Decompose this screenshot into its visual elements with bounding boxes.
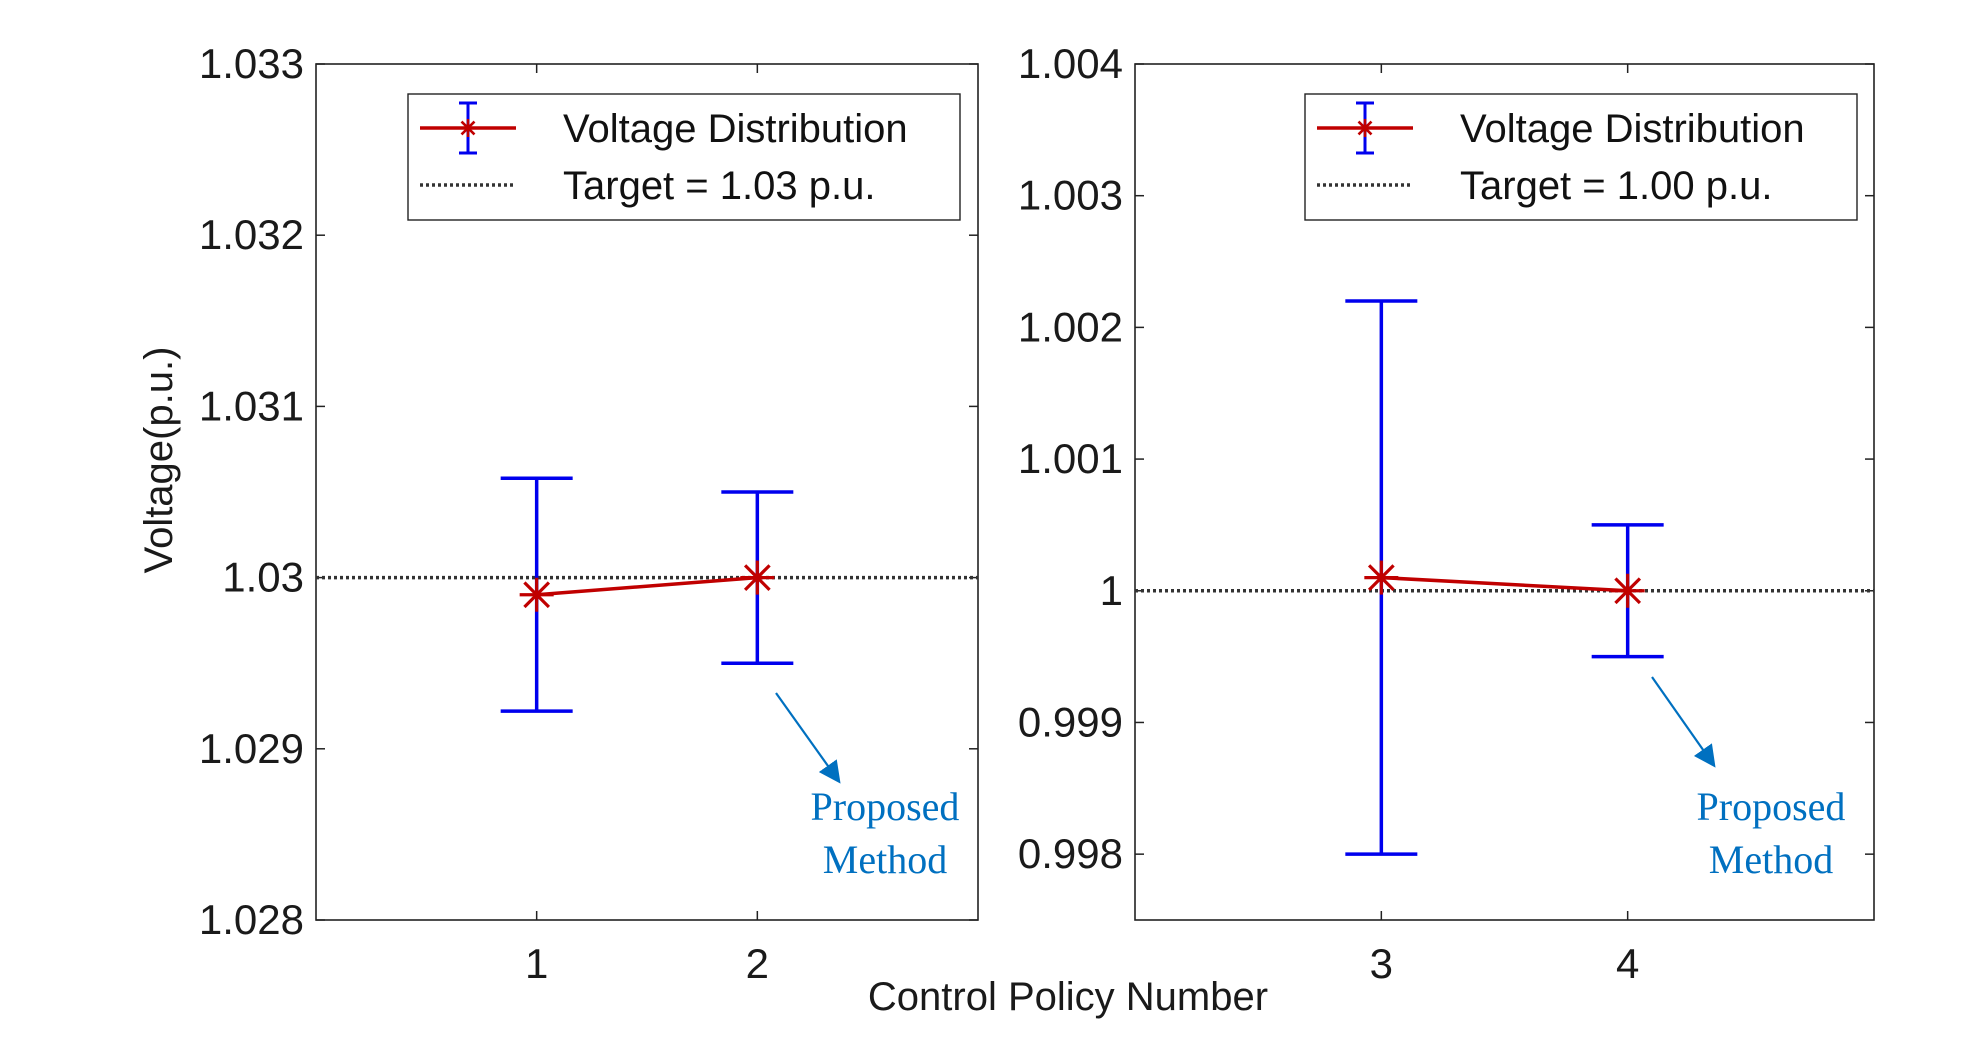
y-tick-label: 1.032: [199, 211, 304, 258]
y-axis-title: Voltage(p.u.): [137, 347, 181, 574]
x-tick-label: 1: [525, 940, 548, 987]
annotation-text-line2: Method: [823, 837, 947, 882]
marker-stroke: [1357, 120, 1373, 136]
y-tick-label: 1.004: [1018, 40, 1123, 87]
legend-label-series: Voltage Distribution: [1460, 107, 1805, 151]
legend-marker: [459, 119, 477, 137]
y-tick-label: 1.001: [1018, 435, 1123, 482]
y-tick-label: 1.033: [199, 40, 304, 87]
y-tick-label: 1: [1100, 567, 1123, 614]
y-tick-label: 1.029: [199, 725, 304, 772]
series-line: [1381, 575, 1628, 593]
legend-marker: [1356, 119, 1374, 137]
y-tick-label: 1.003: [1018, 172, 1123, 219]
marker-stroke: [523, 581, 551, 609]
legend-box: [407, 93, 961, 221]
legend-box: [1304, 93, 1858, 221]
legend-label-series: Voltage Distribution: [563, 107, 908, 151]
right-panel: 0.998 0.999 1 1.001 1.002 1.003 1.004 3 4 Voltage…: [1018, 40, 1875, 987]
data-point: [740, 560, 775, 595]
legend-label-target: Target = 1.03 p.u.: [563, 164, 875, 208]
annotation-text-line1: Proposed: [1697, 784, 1846, 829]
legend-label-target: Target = 1.00 p.u.: [1460, 164, 1772, 208]
marker-stroke: [1367, 564, 1395, 591]
annotation-text-line2: Method: [1709, 837, 1833, 882]
x-axis-title: Control Policy Number: [868, 975, 1268, 1019]
y-tick-label: 0.999: [1018, 698, 1123, 745]
annotation-text-line1: Proposed: [811, 784, 960, 829]
plot-frame: [1134, 63, 1875, 921]
y-tick-label: 0.998: [1018, 830, 1123, 877]
y-tick-label: 1.03: [222, 554, 304, 601]
y-tick-label: 1.031: [199, 382, 304, 429]
legend: Voltage Distribution Target = 1.00 p.u.: [1304, 93, 1858, 221]
marker-stroke: [460, 120, 476, 136]
annotation-arrow: [1651, 676, 1716, 768]
marker-stroke: [1614, 577, 1642, 605]
x-tick-label: 3: [1370, 940, 1393, 987]
data-point: [1610, 573, 1645, 608]
plot-frame: [315, 63, 979, 921]
x-tick-label: 4: [1616, 940, 1639, 987]
y-tick-label: 1.028: [199, 896, 304, 943]
left-panel: 1.028 1.029 1.03 1.031 1.032 1.033 1 2 Voltage D…: [199, 40, 979, 987]
y-tick-label: 1.002: [1018, 303, 1123, 350]
series-line: [536, 575, 758, 597]
legend: Voltage Distribution Target = 1.03 p.u.: [407, 93, 961, 221]
marker-stroke: [743, 564, 771, 591]
data-point: [1364, 560, 1399, 595]
x-tick-label: 2: [746, 940, 769, 987]
annotation-arrow: [775, 692, 841, 784]
data-point: [519, 577, 554, 612]
